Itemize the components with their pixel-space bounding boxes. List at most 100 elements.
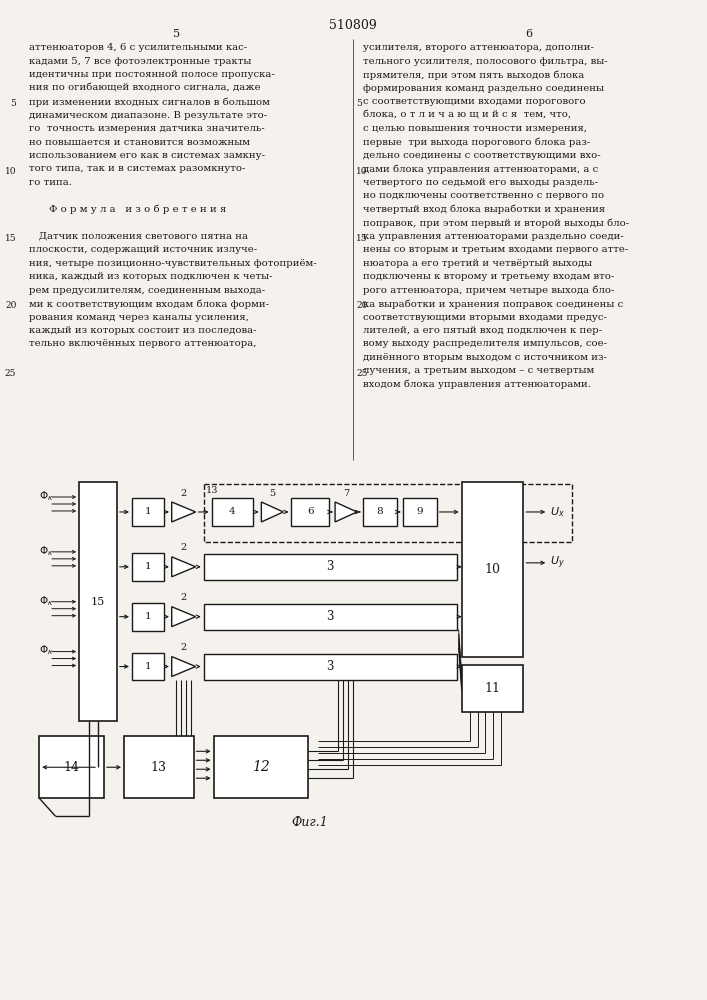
Text: кадами 5, 7 все фотоэлектронные тракты: кадами 5, 7 все фотоэлектронные тракты bbox=[29, 57, 252, 66]
Bar bbox=[214, 736, 308, 798]
Text: 9: 9 bbox=[416, 507, 423, 516]
Bar bbox=[132, 653, 164, 680]
Text: 12: 12 bbox=[252, 760, 270, 774]
Bar bbox=[204, 484, 572, 542]
Text: 20: 20 bbox=[356, 301, 368, 310]
Text: ния по огибающей входного сигнала, даже: ния по огибающей входного сигнала, даже bbox=[29, 84, 261, 93]
Polygon shape bbox=[172, 557, 196, 577]
Bar bbox=[40, 736, 104, 798]
Text: 10: 10 bbox=[5, 167, 16, 176]
Text: того типа, так и в системах разомкнуто-: того типа, так и в системах разомкнуто- bbox=[29, 164, 245, 173]
Text: использованием его как в системах замкну-: использованием его как в системах замкну… bbox=[29, 151, 265, 160]
Bar bbox=[79, 482, 117, 721]
Polygon shape bbox=[335, 502, 357, 522]
Text: идентичны при постоянной полосе пропуска-: идентичны при постоянной полосе пропуска… bbox=[29, 70, 275, 79]
Text: рем предусилителям, соединенным выхода-: рем предусилителям, соединенным выхода- bbox=[29, 286, 265, 295]
Text: блока, о т л и ч а ю щ и й с я  тем, что,: блока, о т л и ч а ю щ и й с я тем, что, bbox=[363, 111, 571, 120]
Text: четвертый вход блока выработки и хранения: четвертый вход блока выработки и хранени… bbox=[363, 205, 605, 214]
Text: 10: 10 bbox=[484, 563, 501, 576]
Text: при изменении входных сигналов в большом: при изменении входных сигналов в большом bbox=[29, 97, 270, 107]
Text: динамическом диапазоне. В результате это-: динамическом диапазоне. В результате это… bbox=[29, 111, 267, 120]
Text: 3: 3 bbox=[327, 660, 334, 673]
Text: 25: 25 bbox=[356, 369, 368, 378]
Text: 1: 1 bbox=[144, 612, 151, 621]
Polygon shape bbox=[172, 607, 196, 627]
Text: 5: 5 bbox=[269, 489, 276, 498]
Text: $\Phi_\kappa$: $\Phi_\kappa$ bbox=[40, 594, 54, 608]
Text: 25: 25 bbox=[5, 369, 16, 378]
Text: $U_y$: $U_y$ bbox=[550, 555, 565, 571]
Text: 1: 1 bbox=[144, 662, 151, 671]
Text: аттенюаторов 4, 6 с усилительными кас-: аттенюаторов 4, 6 с усилительными кас- bbox=[29, 43, 247, 52]
Text: первые  три выхода порогового блока раз-: первые три выхода порогового блока раз- bbox=[363, 138, 590, 147]
Text: дами блока управления аттенюаторами, а с: дами блока управления аттенюаторами, а с bbox=[363, 164, 598, 174]
Bar bbox=[204, 604, 457, 630]
Bar bbox=[462, 482, 523, 657]
Text: 2: 2 bbox=[180, 489, 187, 498]
Text: 5: 5 bbox=[356, 99, 362, 108]
Bar bbox=[132, 603, 164, 631]
Text: 2: 2 bbox=[180, 543, 187, 552]
Text: ми к соответствующим входам блока форми-: ми к соответствующим входам блока форми- bbox=[29, 299, 269, 309]
Text: Фиг.1: Фиг.1 bbox=[292, 816, 329, 829]
Bar bbox=[132, 553, 164, 581]
Bar bbox=[211, 498, 253, 526]
Text: 15: 15 bbox=[5, 234, 16, 243]
Text: 13: 13 bbox=[206, 486, 218, 495]
Text: 1: 1 bbox=[144, 562, 151, 571]
Text: с соответствующими входами порогового: с соответствующими входами порогового bbox=[363, 97, 585, 106]
Text: дельно соединены с соответствующими вхо-: дельно соединены с соответствующими вхо- bbox=[363, 151, 600, 160]
Text: 15: 15 bbox=[91, 597, 105, 607]
Text: усилителя, второго аттенюатора, дополни-: усилителя, второго аттенюатора, дополни- bbox=[363, 43, 594, 52]
Text: ка управления аттенюаторами раздельно соеди-: ка управления аттенюаторами раздельно со… bbox=[363, 232, 624, 241]
Text: го  точность измерения датчика значитель-: го точность измерения датчика значитель- bbox=[29, 124, 265, 133]
Polygon shape bbox=[262, 502, 284, 522]
Bar bbox=[204, 654, 457, 680]
Text: го типа.: го типа. bbox=[29, 178, 72, 187]
Text: Ф о р м у л а   и з о б р е т е н и я: Ф о р м у л а и з о б р е т е н и я bbox=[49, 205, 226, 214]
Bar bbox=[403, 498, 437, 526]
Text: 3: 3 bbox=[327, 610, 334, 623]
Text: поправок, при этом первый и второй выходы бло-: поправок, при этом первый и второй выход… bbox=[363, 218, 629, 228]
Text: тельного усилителя, полосового фильтра, вы-: тельного усилителя, полосового фильтра, … bbox=[363, 57, 607, 66]
Text: 10: 10 bbox=[356, 167, 368, 176]
Text: рования команд через каналы усиления,: рования команд через каналы усиления, bbox=[29, 313, 249, 322]
Text: 5: 5 bbox=[173, 29, 180, 39]
Text: ния, четыре позиционно-чувствительных фотоприём-: ния, четыре позиционно-чувствительных фо… bbox=[29, 259, 317, 268]
Bar bbox=[462, 665, 523, 712]
Bar bbox=[124, 736, 194, 798]
Text: вому выходу распределителя импульсов, сое-: вому выходу распределителя импульсов, со… bbox=[363, 339, 607, 348]
Text: ка выработки и хранения поправок соединены с: ка выработки и хранения поправок соедине… bbox=[363, 299, 623, 309]
Text: но повышается и становится возможным: но повышается и становится возможным bbox=[29, 138, 250, 147]
Text: $\Phi_\kappa$: $\Phi_\kappa$ bbox=[40, 644, 54, 657]
Text: нюатора а его третий и четвёртый выходы: нюатора а его третий и четвёртый выходы bbox=[363, 259, 592, 268]
Text: 7: 7 bbox=[343, 489, 349, 498]
Text: $U_x$: $U_x$ bbox=[550, 505, 565, 519]
Text: нены со вторым и третьим входами первого атте-: нены со вторым и третьим входами первого… bbox=[363, 245, 629, 254]
Text: тельно включённых первого аттенюатора,: тельно включённых первого аттенюатора, bbox=[29, 339, 257, 348]
Text: 3: 3 bbox=[327, 560, 334, 573]
Text: формирования команд раздельно соединены: формирования команд раздельно соединены bbox=[363, 84, 604, 93]
Text: соответствующими вторыми входами предус-: соответствующими вторыми входами предус- bbox=[363, 313, 607, 322]
Bar bbox=[291, 498, 329, 526]
Polygon shape bbox=[172, 657, 196, 677]
Text: $\Phi_\kappa$: $\Phi_\kappa$ bbox=[40, 544, 54, 558]
Text: 6: 6 bbox=[307, 507, 313, 516]
Text: 11: 11 bbox=[484, 682, 501, 695]
Text: 2: 2 bbox=[180, 643, 187, 652]
Text: рого аттенюатора, причем четыре выхода бло-: рого аттенюатора, причем четыре выхода б… bbox=[363, 286, 614, 295]
Text: ника, каждый из которых подключен к четы-: ника, каждый из которых подключен к четы… bbox=[29, 272, 273, 281]
Bar bbox=[204, 554, 457, 580]
Text: 13: 13 bbox=[151, 761, 167, 774]
Text: 15: 15 bbox=[356, 234, 368, 243]
Text: динённого вторым выходом с источником из-: динённого вторым выходом с источником из… bbox=[363, 353, 607, 362]
Text: 510809: 510809 bbox=[329, 19, 377, 32]
Text: 1: 1 bbox=[144, 507, 151, 516]
Text: но подключены соответственно с первого по: но подключены соответственно с первого п… bbox=[363, 191, 604, 200]
Text: с целью повышения точности измерения,: с целью повышения точности измерения, bbox=[363, 124, 587, 133]
Text: 14: 14 bbox=[64, 761, 80, 774]
Text: входом блока управления аттенюаторами.: входом блока управления аттенюаторами. bbox=[363, 380, 591, 389]
Text: лучения, а третьим выходом – с четвертым: лучения, а третьим выходом – с четвертым bbox=[363, 366, 594, 375]
Text: 6: 6 bbox=[526, 29, 533, 39]
Text: 4: 4 bbox=[229, 507, 236, 516]
